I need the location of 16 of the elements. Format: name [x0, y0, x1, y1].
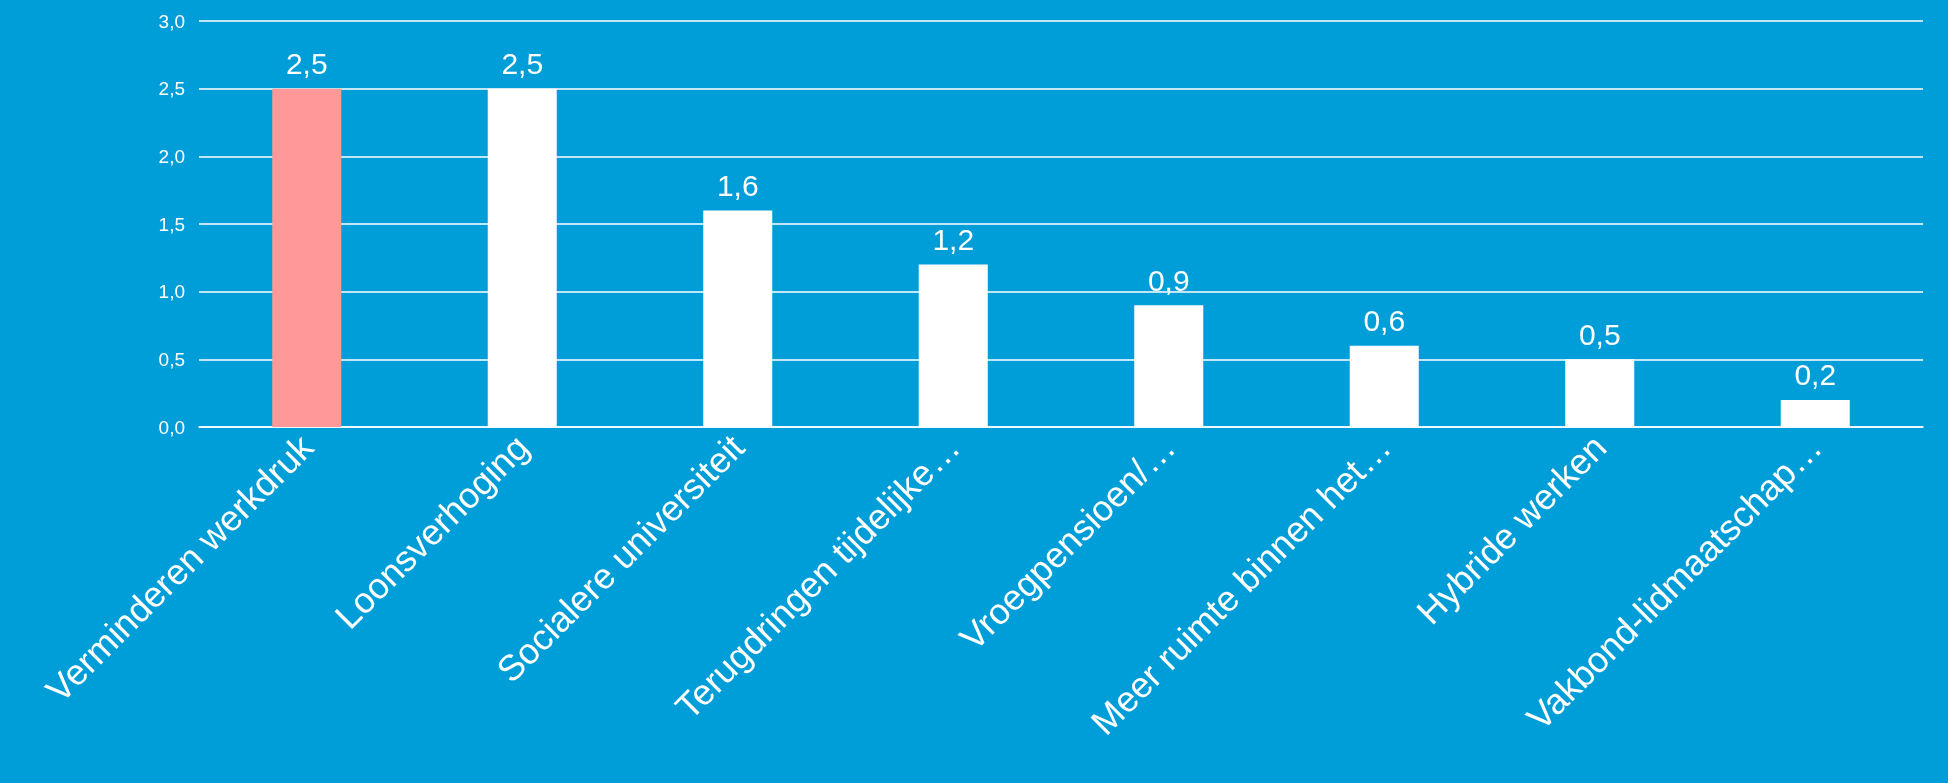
data-label: 1,2 — [932, 223, 975, 257]
bar — [272, 88, 342, 427]
data-label: 0,5 — [1578, 317, 1621, 351]
data-label: 0,2 — [1794, 358, 1837, 392]
data-label: 0,9 — [1147, 263, 1190, 297]
y-tick-label: 1,0 — [158, 281, 185, 303]
y-tick-label: 0,5 — [158, 348, 185, 370]
y-tick-label: 3,0 — [158, 10, 185, 32]
y-tick-label: 1,5 — [158, 213, 185, 235]
y-tick-label: 2,5 — [158, 78, 185, 100]
y-tick-label: 0,0 — [158, 416, 185, 438]
data-label: 2,5 — [285, 47, 328, 81]
data-label: 2,5 — [501, 47, 544, 81]
y-tick-label: 2,0 — [158, 145, 185, 167]
data-label: 0,6 — [1363, 304, 1406, 338]
data-label: 1,6 — [716, 168, 759, 202]
